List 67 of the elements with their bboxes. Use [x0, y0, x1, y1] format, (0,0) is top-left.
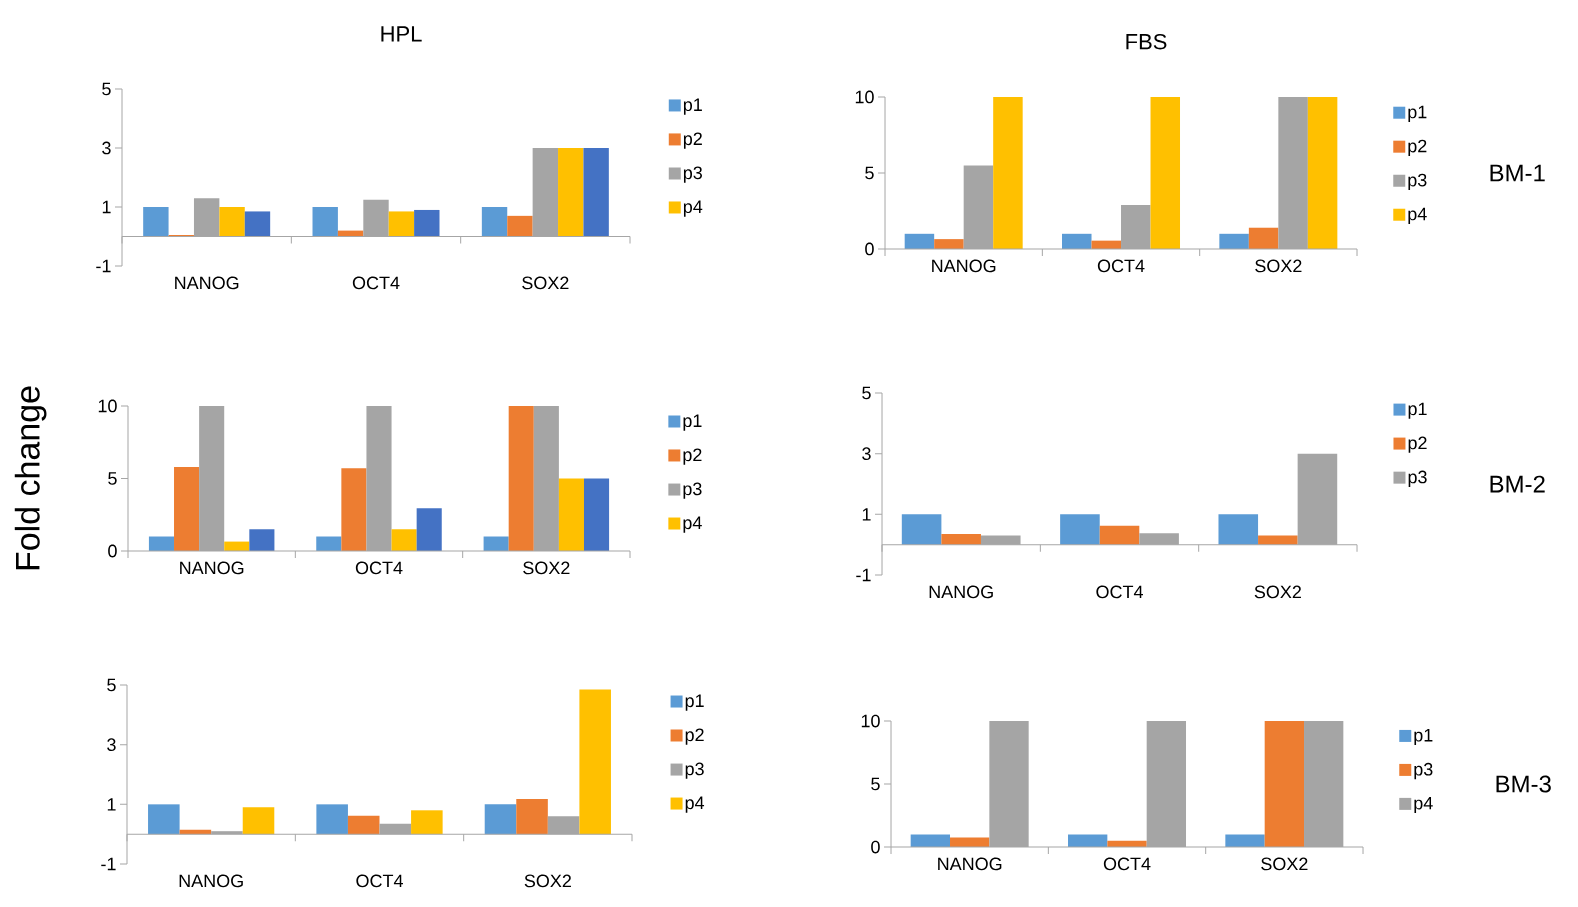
legend-label: p1 [683, 414, 702, 431]
x-tick-label: SOX2 [522, 276, 569, 290]
y-tick-label: 10 [855, 90, 874, 104]
y-tick-label: 5 [865, 166, 874, 180]
legend-label: p4 [1408, 207, 1427, 224]
x-tick-label: NANOG [179, 874, 243, 888]
y-axis-title: Fold change [14, 386, 47, 570]
y-tick-label: 5 [102, 82, 111, 96]
y-tick-label: 0 [108, 544, 117, 558]
x-tick-label: NANOG [938, 857, 1002, 871]
y-tick-label: 3 [862, 447, 871, 461]
x-tick-label: OCT4 [352, 276, 400, 290]
legend-label: p1 [685, 694, 704, 711]
text: BM-3 [1496, 775, 1551, 793]
y-tick-label: 10 [861, 714, 880, 728]
text: BM-1 [1490, 164, 1545, 182]
x-tick-label: SOX2 [1254, 585, 1301, 599]
y-tick-label: -1 [101, 857, 116, 871]
y-tick-label: -1 [856, 568, 871, 582]
y-tick-label: 10 [98, 399, 117, 413]
legend-label: p3 [683, 482, 702, 499]
x-tick-label: OCT4 [356, 874, 403, 888]
legend-label: p2 [1408, 139, 1427, 156]
y-tick-label: 5 [871, 777, 880, 791]
x-tick-label: OCT4 [1097, 259, 1145, 273]
legend-label: p4 [683, 200, 703, 217]
y-tick-label: 5 [107, 678, 116, 692]
legend-label: p1 [683, 98, 702, 115]
chart-title: FBS [1126, 33, 1167, 50]
legend-label: p3 [1408, 470, 1427, 487]
x-tick-label: SOX2 [1255, 259, 1302, 273]
x-tick-label: NANOG [180, 561, 244, 575]
legend-label: p3 [1414, 762, 1433, 780]
legend-label: p3 [685, 762, 704, 779]
legend-label: p2 [1408, 436, 1427, 453]
legend-label: p1 [1408, 105, 1427, 122]
y-tick-label: -1 [96, 259, 111, 273]
legend-label: p2 [683, 132, 702, 149]
chart-title: HPL [381, 26, 422, 42]
y-tick-label: 5 [108, 472, 117, 485]
x-tick-label: NANOG [175, 276, 239, 290]
legend-label: p2 [683, 448, 702, 465]
y-tick-label: 1 [102, 200, 111, 214]
x-tick-label: SOX2 [524, 874, 571, 888]
legend-label: p3 [1408, 173, 1427, 191]
legend-label: p4 [1414, 796, 1433, 814]
legend-label: p3 [683, 166, 702, 183]
text: BM-2 [1490, 475, 1545, 493]
legend-label: p4 [685, 796, 705, 813]
x-tick-label: SOX2 [1261, 857, 1308, 871]
legend-label: p1 [1414, 728, 1433, 746]
y-tick-label: 3 [102, 141, 111, 155]
legend-label: p2 [685, 728, 704, 745]
y-tick-label: 0 [871, 840, 880, 854]
legend-label: p4 [683, 516, 702, 533]
y-tick-label: 1 [107, 798, 116, 811]
x-tick-label: SOX2 [523, 561, 570, 575]
y-tick-label: 5 [862, 386, 871, 400]
x-tick-label: NANOG [929, 585, 993, 599]
y-tick-label: 1 [862, 508, 871, 521]
legend-label: p1 [1408, 402, 1427, 419]
x-tick-label: OCT4 [355, 561, 403, 575]
y-tick-label: 0 [865, 242, 874, 256]
x-tick-label: OCT4 [1103, 857, 1151, 871]
x-tick-label: OCT4 [1096, 585, 1143, 599]
y-tick-label: 3 [107, 738, 116, 752]
x-tick-label: NANOG [932, 259, 996, 273]
